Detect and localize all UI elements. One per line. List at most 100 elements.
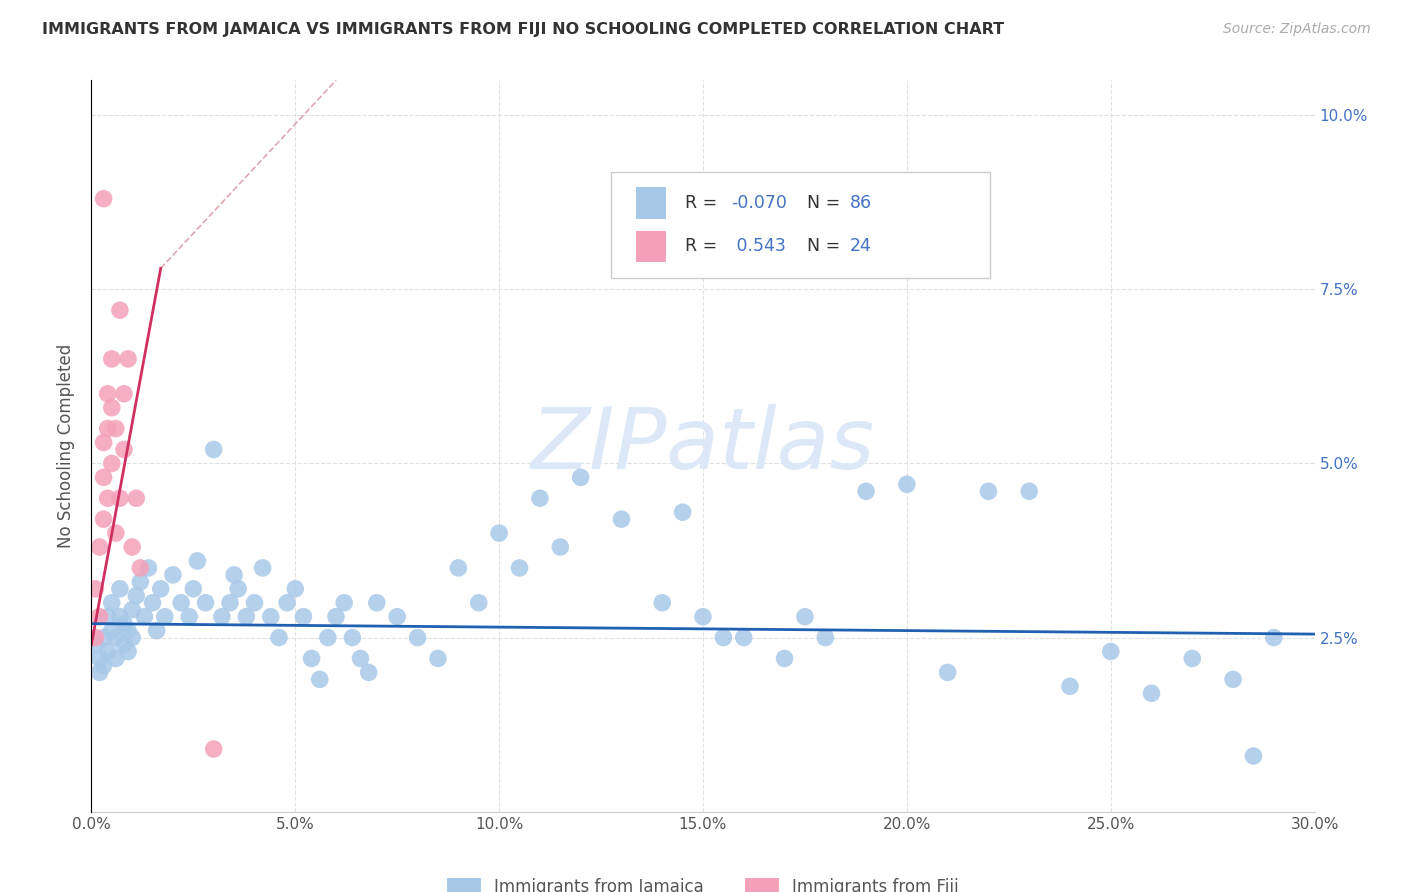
Point: [366, 596, 388, 610]
Point: [108, 303, 131, 318]
Point: [610, 512, 633, 526]
Point: [222, 567, 246, 582]
Point: [145, 624, 167, 638]
Point: [104, 651, 127, 665]
Point: [108, 491, 131, 506]
Bar: [636, 187, 666, 219]
Legend: Immigrants from Jamaica, Immigrants from Fiji: Immigrants from Jamaica, Immigrants from…: [440, 871, 966, 892]
Point: [179, 609, 201, 624]
Point: [104, 631, 127, 645]
Text: 86: 86: [849, 194, 872, 212]
Point: [202, 742, 225, 756]
Point: [569, 470, 592, 484]
Point: [1099, 644, 1122, 658]
Point: [267, 631, 290, 645]
Point: [1263, 631, 1285, 645]
Point: [117, 624, 139, 638]
Point: [447, 561, 470, 575]
Point: [112, 638, 135, 652]
Point: [97, 421, 120, 435]
Text: -0.070: -0.070: [731, 194, 787, 212]
Point: [108, 582, 131, 596]
Point: [183, 582, 205, 596]
Point: [333, 596, 356, 610]
Point: [129, 561, 152, 575]
Point: [349, 651, 371, 665]
Point: [93, 470, 115, 484]
Point: [93, 192, 115, 206]
Point: [308, 673, 330, 687]
Point: [692, 609, 714, 624]
Point: [101, 596, 124, 610]
Point: [141, 596, 163, 610]
Point: [101, 624, 124, 638]
Point: [814, 631, 837, 645]
Point: [108, 609, 131, 624]
Point: [93, 658, 115, 673]
Point: [134, 609, 156, 624]
Point: [733, 631, 755, 645]
Point: [101, 401, 124, 415]
Point: [773, 651, 796, 665]
Point: [284, 582, 307, 596]
Text: R =: R =: [685, 194, 723, 212]
Point: [89, 651, 111, 665]
Point: [129, 574, 152, 589]
Point: [93, 512, 115, 526]
Point: [112, 442, 135, 457]
Point: [260, 609, 283, 624]
Point: [243, 596, 266, 610]
Point: [194, 596, 217, 610]
Text: N =: N =: [807, 194, 846, 212]
Point: [112, 386, 135, 401]
Point: [316, 631, 339, 645]
Point: [117, 351, 139, 366]
Point: [125, 491, 148, 506]
Point: [121, 603, 143, 617]
Point: [97, 386, 120, 401]
Point: [385, 609, 409, 624]
Point: [1181, 651, 1204, 665]
Point: [121, 631, 143, 645]
FancyBboxPatch shape: [612, 171, 990, 277]
Point: [93, 435, 115, 450]
Point: [104, 526, 127, 541]
Point: [896, 477, 918, 491]
Point: [406, 631, 429, 645]
Point: [89, 665, 111, 680]
Text: ZIPatlas: ZIPatlas: [531, 404, 875, 488]
Point: [252, 561, 274, 575]
Point: [427, 651, 450, 665]
Text: 0.543: 0.543: [731, 237, 786, 255]
Point: [467, 596, 491, 610]
Point: [101, 351, 124, 366]
Point: [138, 561, 160, 575]
Point: [121, 540, 143, 554]
Point: [1059, 679, 1081, 693]
Point: [1243, 749, 1265, 764]
Point: [855, 484, 877, 499]
Point: [529, 491, 551, 506]
Point: [1018, 484, 1040, 499]
Point: [235, 609, 257, 624]
Point: [104, 421, 127, 435]
Point: [97, 491, 120, 506]
Point: [153, 609, 176, 624]
Point: [936, 665, 959, 680]
Point: [84, 631, 107, 645]
Point: [276, 596, 298, 610]
Point: [219, 596, 242, 610]
Point: [226, 582, 249, 596]
Point: [84, 638, 107, 652]
Point: [301, 651, 323, 665]
Point: [651, 596, 673, 610]
Point: [149, 582, 172, 596]
Point: [977, 484, 1000, 499]
Point: [93, 631, 115, 645]
Point: [125, 589, 148, 603]
Point: [211, 609, 233, 624]
Point: [117, 644, 139, 658]
Text: R =: R =: [685, 237, 723, 255]
Point: [357, 665, 380, 680]
Point: [89, 609, 111, 624]
